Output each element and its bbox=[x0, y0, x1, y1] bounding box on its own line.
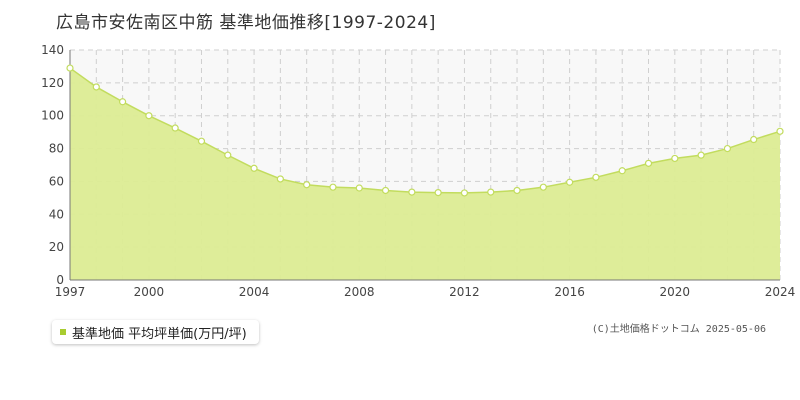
page-title: 広島市安佐南区中筋 基準地価推移[1997-2024] bbox=[56, 13, 436, 33]
data-point bbox=[197, 137, 206, 145]
data-point bbox=[250, 164, 258, 172]
data-point bbox=[644, 159, 653, 167]
y-tick-label: 120 bbox=[41, 76, 64, 90]
legend: 基準地価 平均坪単価(万円/坪) bbox=[52, 320, 259, 344]
data-point bbox=[513, 186, 521, 195]
tick-labels: 0 20 40 60 80 100 120 140 1997 2000 2004 2008 2012 20… bbox=[41, 43, 795, 299]
legend-swatch bbox=[60, 329, 66, 335]
data-point bbox=[224, 151, 232, 159]
data-point bbox=[66, 64, 74, 72]
legend-label: 基準地価 平均坪単価(万円/坪) bbox=[72, 326, 247, 342]
credit-text: (C)土地価格ドットコム 2025-05-06 bbox=[591, 324, 766, 335]
data-point bbox=[355, 184, 363, 192]
series-area bbox=[70, 68, 780, 280]
x-tick-label: 2024 bbox=[765, 285, 796, 299]
series-line bbox=[69, 67, 781, 194]
x-tick-label: 2012 bbox=[449, 285, 480, 299]
data-point bbox=[487, 188, 495, 196]
data-point bbox=[697, 151, 705, 159]
data-point bbox=[750, 135, 758, 144]
y-tick-label: 140 bbox=[41, 43, 64, 57]
data-point bbox=[381, 186, 390, 195]
y-tick-label: 100 bbox=[41, 109, 64, 123]
area-layer bbox=[69, 67, 781, 280]
data-point bbox=[539, 183, 547, 191]
y-tick-label: 20 bbox=[49, 240, 64, 254]
data-point bbox=[303, 181, 311, 189]
x-tick-label: 2016 bbox=[554, 285, 585, 299]
data-point bbox=[776, 127, 784, 135]
data-point bbox=[118, 98, 127, 106]
y-tick-label: 80 bbox=[49, 142, 64, 156]
x-tick-label: 1997 bbox=[55, 285, 86, 299]
data-point bbox=[566, 178, 574, 186]
data-point bbox=[460, 189, 469, 197]
y-tick-label: 40 bbox=[49, 207, 64, 221]
data-point bbox=[329, 183, 337, 191]
y-tick-label: 60 bbox=[49, 174, 64, 188]
data-point bbox=[276, 175, 284, 183]
data-point bbox=[618, 167, 626, 175]
data-point bbox=[408, 188, 416, 196]
data-point bbox=[723, 144, 732, 153]
data-point bbox=[592, 173, 600, 181]
data-point bbox=[145, 112, 153, 120]
data-point bbox=[671, 154, 679, 163]
x-tick-label: 2004 bbox=[239, 285, 270, 299]
axes bbox=[69, 50, 780, 281]
data-points bbox=[66, 64, 784, 197]
x-tick-label: 2000 bbox=[134, 285, 165, 299]
y-tick-label: 0 bbox=[56, 273, 64, 287]
x-tick-label: 2020 bbox=[660, 285, 691, 299]
data-point bbox=[171, 124, 179, 132]
x-tick-label: 2008 bbox=[344, 285, 375, 299]
data-point bbox=[92, 83, 100, 91]
data-point bbox=[434, 189, 442, 197]
